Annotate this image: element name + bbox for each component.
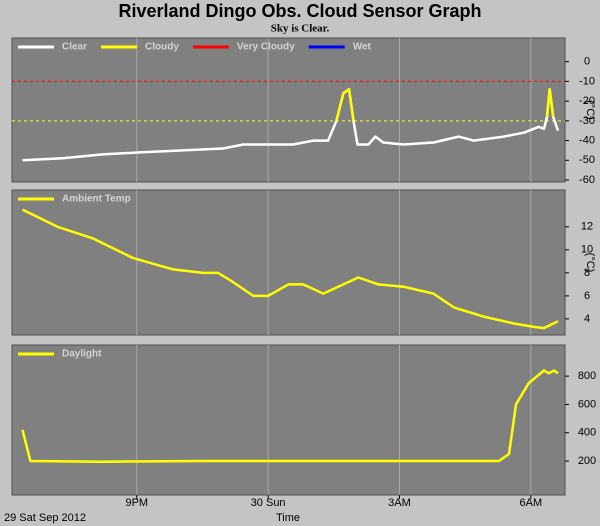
x-tick-label: 30 Sun <box>251 497 286 509</box>
x-tick-label: 6AM <box>520 497 543 509</box>
series-line <box>21 208 559 330</box>
x-tick-label: 9PM <box>125 497 148 509</box>
legend-label: Ambient Temp <box>62 194 131 205</box>
y-tick-label: -10 <box>579 75 595 87</box>
y-tick-label: -60 <box>579 174 595 186</box>
y-tick-label: 4 <box>584 313 590 325</box>
y-tick-label: 6 <box>584 290 590 302</box>
y-tick-label: 0 <box>584 56 590 68</box>
y-tick-label: 200 <box>578 455 596 467</box>
y-axis-label: (°C) <box>584 100 596 120</box>
legend-label: Very Cloudy <box>237 42 295 53</box>
y-tick-label: 12 <box>581 221 593 233</box>
x-tick-label: 3AM <box>388 497 411 509</box>
y-tick-label: 800 <box>578 370 596 382</box>
legend-label: Daylight <box>62 349 102 360</box>
series-line <box>335 88 555 122</box>
series-group <box>21 208 559 330</box>
x-axis-label: Time <box>276 512 300 524</box>
y-tick-label: 400 <box>578 427 596 439</box>
series-line <box>21 369 559 463</box>
date-label: 29 Sat Sep 2012 <box>4 512 86 524</box>
series-group <box>21 369 559 463</box>
chart-subtitle: Sky is Clear. <box>271 23 330 35</box>
series-line <box>22 88 560 162</box>
y-tick-label: -40 <box>579 134 595 146</box>
y-tick-label: 8 <box>584 267 590 279</box>
plot-area <box>11 189 566 336</box>
legend-label: Wet <box>353 42 372 53</box>
y-tick-label: 600 <box>578 398 596 410</box>
legend-label: Clear <box>62 42 87 53</box>
plot-area <box>11 37 566 183</box>
chart-title: Riverland Dingo Obs. Cloud Sensor Graph <box>118 1 481 21</box>
y-axis-label: (°C) <box>584 253 596 273</box>
plot-area <box>11 344 566 496</box>
y-tick-label: -20 <box>579 95 595 107</box>
y-tick-label: -30 <box>579 115 595 127</box>
legend-label: Cloudy <box>145 42 179 53</box>
y-tick-label: 10 <box>581 244 593 256</box>
series-group <box>22 88 560 162</box>
y-tick-label: -50 <box>579 154 595 166</box>
